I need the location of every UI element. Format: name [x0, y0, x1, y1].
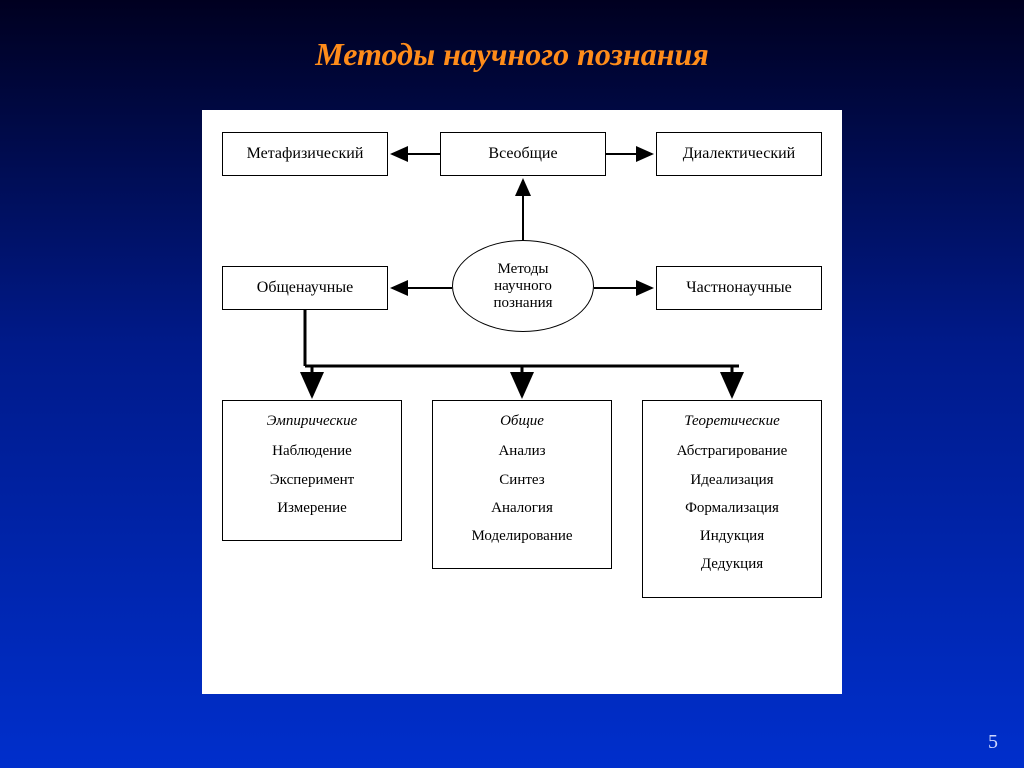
column-item: Анализ	[439, 441, 605, 461]
column-item: Идеализация	[649, 470, 815, 490]
column-common: Общие Анализ Синтез Аналогия Моделирован…	[432, 400, 612, 569]
column-item: Моделирование	[439, 526, 605, 546]
column-theoretical: Теоретические Абстрагирование Идеализаци…	[642, 400, 822, 598]
column-header: Теоретические	[649, 411, 815, 431]
column-item: Наблюдение	[229, 441, 395, 461]
node-label: Метафизический	[247, 145, 364, 163]
node-general-scientific: Общенаучные	[222, 266, 388, 310]
node-label: Диалектический	[683, 145, 795, 163]
column-item: Абстрагирование	[649, 441, 815, 461]
column-item: Эксперимент	[229, 470, 395, 490]
column-item: Формализация	[649, 498, 815, 518]
column-item: Дедукция	[649, 554, 815, 574]
node-label-line: научного	[494, 278, 552, 295]
page-number: 5	[988, 731, 998, 754]
node-label: Частнонаучные	[686, 279, 791, 297]
node-label: Всеобщие	[488, 145, 557, 163]
node-private-scientific: Частнонаучные	[656, 266, 822, 310]
column-header: Общие	[439, 411, 605, 431]
node-metaphysical: Метафизический	[222, 132, 388, 176]
node-center: Методы научного познания	[452, 240, 594, 332]
column-item: Синтез	[439, 470, 605, 490]
slide-title: Методы научного познания	[0, 0, 1024, 73]
node-universal: Всеобщие	[440, 132, 606, 176]
node-dialectical: Диалектический	[656, 132, 822, 176]
column-item: Индукция	[649, 526, 815, 546]
column-item: Измерение	[229, 498, 395, 518]
column-empirical: Эмпирические Наблюдение Эксперимент Изме…	[222, 400, 402, 541]
node-label-line: познания	[493, 295, 552, 312]
column-header: Эмпирические	[229, 411, 395, 431]
column-item: Аналогия	[439, 498, 605, 518]
node-label-line: Методы	[498, 261, 549, 278]
node-label: Общенаучные	[257, 279, 353, 297]
diagram-canvas: Метафизический Всеобщие Диалектический О…	[202, 110, 842, 694]
